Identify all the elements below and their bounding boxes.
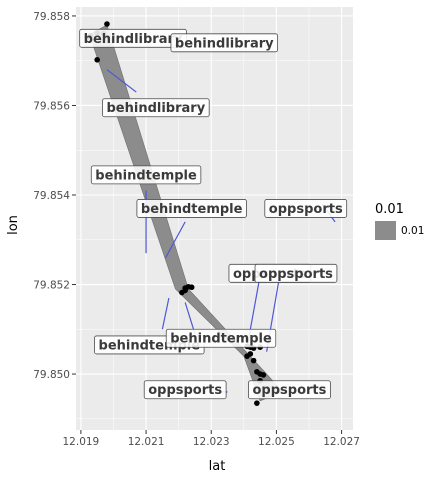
label-segment [165, 221, 186, 258]
label-text: behindtemple [170, 332, 272, 347]
point-label: oppsports [248, 380, 331, 400]
y-tick-label: 79.850 [33, 369, 70, 381]
y-axis-ticks: 79.850 79.852 79.854 79.856 79.858 [33, 11, 76, 381]
y-tick-label: 79.858 [33, 11, 70, 23]
data-point [188, 284, 195, 291]
point-label: oppsports [254, 263, 338, 283]
label-text: oppsports [259, 267, 333, 282]
x-axis-title: lat [209, 459, 226, 474]
label-text: oppsports [269, 202, 343, 217]
data-point [94, 57, 100, 63]
label-text: behindlibrary [106, 101, 205, 116]
x-tick-label: 12.027 [323, 436, 360, 448]
data-point [260, 372, 267, 378]
label-text: oppsports [148, 383, 222, 398]
data-point [244, 353, 250, 359]
label-segment [106, 69, 137, 93]
legend: 0.01 0.01 [375, 202, 424, 240]
label-text: oppsports [253, 383, 327, 398]
point-label: behindtemple [136, 199, 247, 218]
y-tick-label: 79.852 [33, 280, 70, 292]
label-box [136, 199, 247, 218]
point-label: oppsports [143, 380, 227, 400]
data-point [254, 400, 260, 406]
point-label: behindlibrary [170, 33, 279, 53]
label-text: behindlibrary [175, 36, 274, 51]
x-tick-label: 12.021 [128, 436, 165, 448]
label-box [248, 380, 331, 400]
legend-entry: 0.01 [401, 225, 424, 237]
legend-key [375, 221, 396, 240]
x-tick-label: 12.023 [193, 436, 230, 448]
label-box [90, 165, 202, 185]
label-text: behindlibrary [84, 32, 183, 47]
label-box [165, 328, 277, 348]
y-tick-label: 79.854 [33, 190, 70, 202]
point-label: behindtemple [90, 165, 202, 185]
label-text: behindtemple [95, 168, 197, 183]
legend-title: 0.01 [375, 202, 404, 217]
x-tick-label: 12.025 [258, 436, 295, 448]
label-box [264, 199, 348, 218]
label-box [102, 98, 210, 118]
point-labels: behindlibrarybehindlibrarybehindlibraryb… [79, 28, 348, 400]
x-axis-ticks: 12.019 12.021 12.023 12.025 12.027 [63, 430, 360, 448]
point-label: behindlibrary [79, 28, 187, 48]
data-point [250, 357, 257, 364]
y-axis-title: lon [6, 215, 21, 235]
x-tick-label: 12.019 [63, 436, 100, 448]
label-text: behindtemple [141, 202, 243, 217]
label-box [254, 263, 338, 283]
point-label: behindlibrary [102, 98, 210, 118]
label-box [170, 33, 279, 53]
data-point [182, 287, 188, 294]
label-segment [161, 297, 170, 330]
label-box [143, 380, 227, 400]
y-tick-label: 79.856 [33, 100, 70, 112]
data-point [104, 21, 110, 27]
label-segment [184, 302, 196, 334]
point-label: oppsports [264, 199, 348, 218]
point-label: behindtemple [165, 328, 277, 348]
